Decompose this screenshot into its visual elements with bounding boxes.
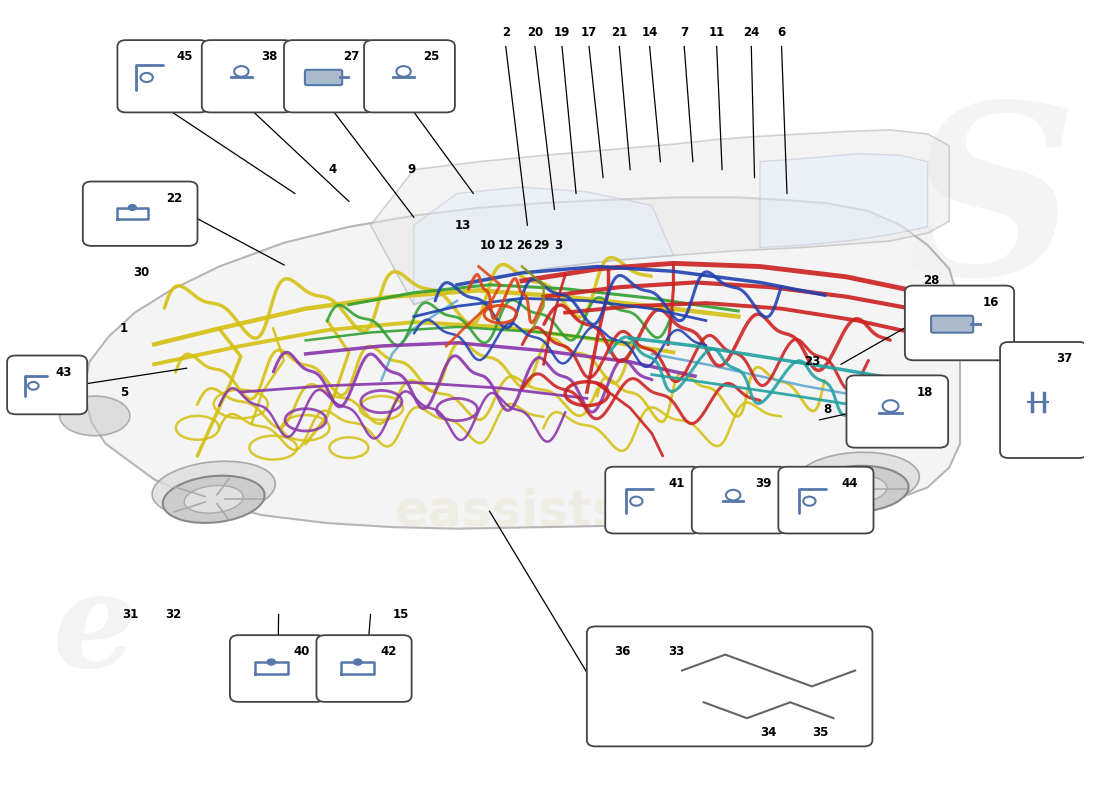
Text: e: e xyxy=(53,566,136,695)
FancyBboxPatch shape xyxy=(1000,342,1088,458)
Ellipse shape xyxy=(152,462,275,517)
Ellipse shape xyxy=(184,486,243,513)
Text: 25: 25 xyxy=(424,50,440,63)
FancyBboxPatch shape xyxy=(82,182,198,246)
Text: 18: 18 xyxy=(916,386,933,398)
Text: 26: 26 xyxy=(516,238,532,251)
Text: eassists85: eassists85 xyxy=(395,487,692,535)
FancyBboxPatch shape xyxy=(587,626,872,746)
Text: 5: 5 xyxy=(120,386,128,398)
Text: 20: 20 xyxy=(527,26,543,38)
Text: 33: 33 xyxy=(668,645,684,658)
Text: 15: 15 xyxy=(393,608,409,621)
Text: 34: 34 xyxy=(760,726,777,738)
Text: 21: 21 xyxy=(612,26,627,38)
Circle shape xyxy=(354,659,362,665)
Text: S: S xyxy=(908,95,1078,324)
FancyBboxPatch shape xyxy=(605,466,701,534)
Text: 22: 22 xyxy=(166,192,183,205)
Text: 17: 17 xyxy=(581,26,597,38)
FancyBboxPatch shape xyxy=(847,375,948,448)
Text: 31: 31 xyxy=(122,608,139,621)
Text: 44: 44 xyxy=(842,477,858,490)
Text: 24: 24 xyxy=(744,26,759,38)
Text: 42: 42 xyxy=(381,646,396,658)
FancyBboxPatch shape xyxy=(305,70,342,85)
FancyBboxPatch shape xyxy=(779,466,873,534)
Text: 35: 35 xyxy=(812,726,828,738)
Text: 7: 7 xyxy=(680,26,689,38)
Text: 38: 38 xyxy=(261,50,277,63)
Text: 13: 13 xyxy=(454,218,471,232)
Text: 23: 23 xyxy=(804,355,820,368)
Circle shape xyxy=(267,659,275,665)
Text: 8: 8 xyxy=(823,403,832,416)
FancyBboxPatch shape xyxy=(905,286,1014,360)
Text: 37: 37 xyxy=(1056,352,1072,366)
Text: 9: 9 xyxy=(407,163,416,176)
Text: 10: 10 xyxy=(480,238,495,251)
Text: 29: 29 xyxy=(534,238,550,251)
Text: 40: 40 xyxy=(294,646,310,658)
FancyBboxPatch shape xyxy=(7,355,87,414)
Polygon shape xyxy=(84,198,960,529)
Text: 3: 3 xyxy=(554,238,563,251)
Text: 28: 28 xyxy=(923,274,939,287)
Ellipse shape xyxy=(795,452,920,506)
Text: 19: 19 xyxy=(553,26,570,38)
Polygon shape xyxy=(371,130,949,305)
Ellipse shape xyxy=(59,396,130,436)
Polygon shape xyxy=(760,154,927,247)
Text: 1: 1 xyxy=(120,322,128,335)
Ellipse shape xyxy=(827,475,887,502)
FancyBboxPatch shape xyxy=(692,466,786,534)
Polygon shape xyxy=(414,187,673,305)
FancyBboxPatch shape xyxy=(931,316,974,333)
Text: 41: 41 xyxy=(669,477,685,490)
Ellipse shape xyxy=(163,476,265,523)
Text: 30: 30 xyxy=(133,266,150,279)
Text: 32: 32 xyxy=(166,608,182,621)
Text: 16: 16 xyxy=(982,296,999,309)
Ellipse shape xyxy=(806,466,909,512)
FancyBboxPatch shape xyxy=(201,40,293,113)
Text: 11: 11 xyxy=(708,26,725,38)
Text: 36: 36 xyxy=(614,645,630,658)
Text: 12: 12 xyxy=(497,238,514,251)
Circle shape xyxy=(129,205,136,210)
Text: 6: 6 xyxy=(778,26,785,38)
FancyBboxPatch shape xyxy=(230,635,326,702)
FancyBboxPatch shape xyxy=(317,635,411,702)
Text: 45: 45 xyxy=(177,50,194,63)
Text: 4: 4 xyxy=(329,163,337,176)
Text: 2: 2 xyxy=(502,26,509,38)
FancyBboxPatch shape xyxy=(118,40,208,113)
FancyBboxPatch shape xyxy=(284,40,375,113)
Text: 14: 14 xyxy=(641,26,658,38)
FancyBboxPatch shape xyxy=(364,40,455,113)
Text: 39: 39 xyxy=(756,477,772,490)
Text: 43: 43 xyxy=(56,366,72,379)
Text: 27: 27 xyxy=(343,50,360,63)
